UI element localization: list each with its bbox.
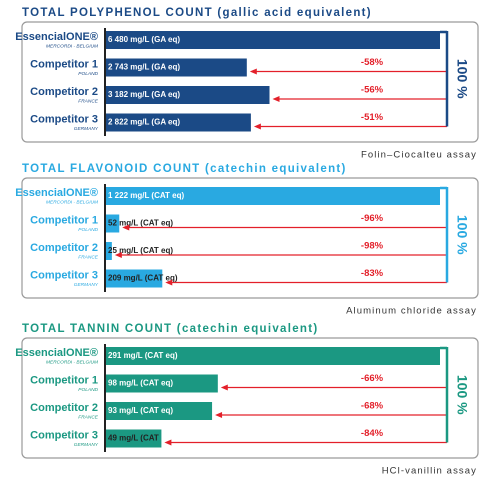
bar <box>105 86 270 104</box>
origin-label: GERMANY <box>74 442 99 448</box>
panel-title: TOTAL FLAVONOID COUNT (catechin equivale… <box>22 163 347 175</box>
value-label: 291 mg/L (CAT eq) <box>108 351 178 360</box>
arrow-head <box>249 68 257 75</box>
difference-label: -98% <box>361 241 384 252</box>
panel-box <box>21 177 479 299</box>
difference-label: -58% <box>361 57 384 68</box>
origin-label: MERCORDI - BELGIUM <box>46 199 98 205</box>
origin-label: FRANCE <box>78 254 99 260</box>
reference-label: 100 % <box>454 215 470 255</box>
difference-label: -68% <box>361 401 384 412</box>
category-label: Competitor 2 <box>30 402 98 414</box>
bar <box>105 187 440 205</box>
arrow-head <box>114 252 122 258</box>
category-label: Competitor 3 <box>30 269 98 281</box>
arrow-head <box>122 224 130 231</box>
category-label: Competitor 2 <box>30 242 98 254</box>
value-label: 2 822 mg/L (GA eq) <box>108 118 180 127</box>
assay-label: Folin–Ciocalteu assay <box>361 150 477 161</box>
category-label: Competitor 1 <box>30 374 98 386</box>
arrow-head <box>253 123 261 130</box>
value-label: 1 222 mg/L (CAT eq) <box>108 191 185 200</box>
category-label: Competitor 2 <box>30 86 98 98</box>
arrow-head <box>164 439 172 446</box>
difference-label: -96% <box>361 213 384 224</box>
origin-label: FRANCE <box>78 98 99 104</box>
bar <box>105 113 251 132</box>
panel-box <box>21 21 479 143</box>
reference-label: 100 % <box>454 375 470 415</box>
bar <box>105 242 112 260</box>
bar <box>105 374 218 393</box>
bar <box>105 269 163 288</box>
value-label: 2 743 mg/L (GA eq) <box>108 63 180 72</box>
origin-label: POLAND <box>78 227 98 233</box>
bar <box>105 429 162 448</box>
category-label: Competitor 1 <box>30 214 98 226</box>
bar <box>105 214 120 233</box>
value-label: 98 mg/L (CAT eq) <box>108 379 173 388</box>
origin-label: FRANCE <box>78 414 99 420</box>
arrow-head <box>272 96 280 102</box>
category-label: EssencialONE® <box>15 347 98 359</box>
value-label: 209 mg/L (CAT eq) <box>108 274 178 283</box>
bar <box>105 347 440 365</box>
difference-label: -84% <box>361 428 384 439</box>
value-label: 6 480 mg/L (GA eq) <box>108 35 180 44</box>
reference-label: 100 % <box>454 59 470 99</box>
arrow-head <box>215 412 223 418</box>
difference-label: -56% <box>361 85 384 96</box>
origin-label: MERCORDI - BELGIUM <box>46 359 98 365</box>
bar <box>105 31 440 49</box>
panel-title: TOTAL TANNIN COUNT (catechin equivalent) <box>22 323 319 335</box>
panel-box <box>21 337 479 459</box>
arrow-head <box>165 279 173 286</box>
value-label: 93 mg/L (CAT eq) <box>108 406 173 415</box>
category-label: Competitor 3 <box>30 113 98 125</box>
origin-label: GERMANY <box>74 126 99 132</box>
bar <box>105 402 213 420</box>
assay-label: Aluminum chloride assay <box>346 306 477 317</box>
origin-label: GERMANY <box>74 282 99 288</box>
origin-label: MERCORDI - BELGIUM <box>46 43 98 49</box>
panel-title: TOTAL POLYPHENOL COUNT (gallic acid equi… <box>22 7 372 19</box>
arrow-head <box>220 384 228 391</box>
difference-label: -66% <box>361 373 384 384</box>
category-label: Competitor 3 <box>30 429 98 441</box>
category-label: Competitor 1 <box>30 58 98 70</box>
value-label: 49 mg/L (CAT <box>108 434 159 443</box>
category-label: EssencialONE® <box>15 187 98 199</box>
assay-label: HCl-vanillin assay <box>382 466 477 477</box>
origin-label: POLAND <box>78 387 98 393</box>
value-label: 52 mg/L (CAT eq) <box>108 219 173 228</box>
bar <box>105 58 247 77</box>
value-label: 25 mg/L (CAT eq) <box>108 246 173 255</box>
value-label: 3 182 mg/L (GA eq) <box>108 90 180 99</box>
difference-label: -83% <box>361 268 384 279</box>
origin-label: POLAND <box>78 71 98 77</box>
category-label: EssencialONE® <box>15 31 98 43</box>
difference-label: -51% <box>361 112 384 123</box>
